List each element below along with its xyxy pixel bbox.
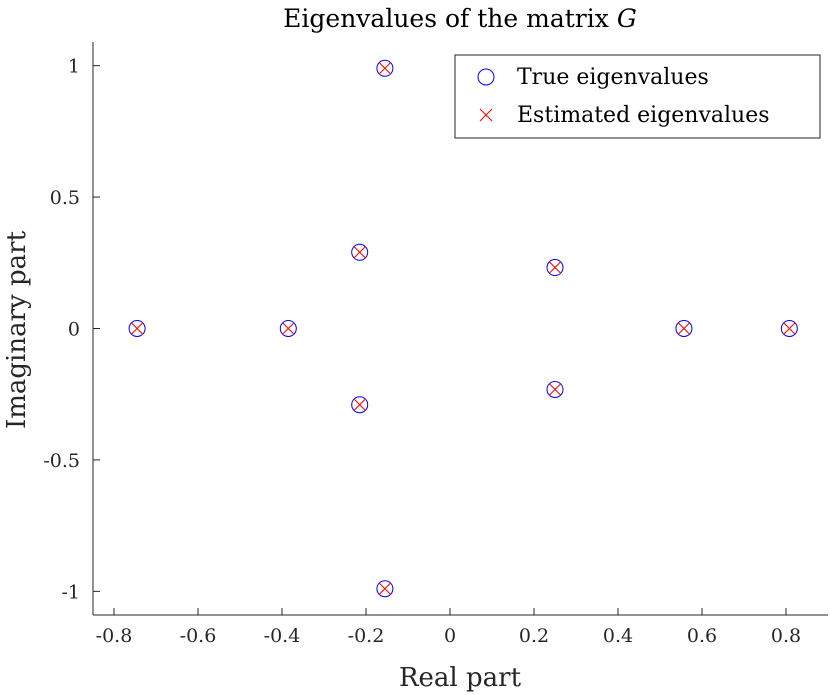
legend-label-true: True eigenvalues [517,65,709,90]
chart-title-text: Eigenvalues of the matrix [283,4,609,33]
axis-ticks: -0.8 -0.6 -0.4 -0.2 0 0.2 0.4 0.6 0.8 1 0.5 0 -0.5 -1 [43,56,801,647]
x-tick-label: -0.4 [264,625,301,647]
x-tick-label: -0.6 [180,625,217,647]
true-eigenvalue-marker [546,380,564,398]
estimated-eigenvalue-marker [548,383,562,396]
true-eigenvalue-marker [376,580,394,598]
true-eigenvalue-marker [128,320,146,337]
true-eigenvalue-marker [780,320,798,337]
y-tick-label: 0 [68,319,80,341]
legend: True eigenvalues Estimated eigenvalues [454,54,821,139]
x-tick-label: 0.6 [687,625,717,647]
x-tick-label: 0.8 [771,625,801,647]
legend-box [454,54,821,139]
estimated-eigenvalue-marker [281,322,295,335]
true-eigenvalue-marker [546,259,564,277]
y-axis-label: Imaginary part [2,230,32,429]
x-tick-label: 0 [444,625,456,647]
true-eigenvalue-marker [279,320,297,337]
true-eigenvalue-marker [351,396,369,414]
true-eigenvalue-marker [351,243,369,261]
estimated-eigenvalue-marker [677,322,691,335]
estimated-eigenvalue-marker [353,398,367,412]
x-tick-label: -0.8 [96,625,133,647]
estimated-eigenvalue-marker [783,322,796,335]
true-eigenvalue-marker [376,59,394,77]
estimated-eigenvalue-marker [130,322,144,335]
estimated-eigenvalue-marker [548,261,562,274]
legend-circle-marker [477,68,495,86]
y-tick-label: 0.5 [50,187,80,209]
chart-title: Eigenvalues of the matrix G [283,4,637,33]
y-tick-label: -1 [61,581,80,603]
y-tick-label: -0.5 [43,450,80,472]
x-tick-label: 0.4 [603,625,633,647]
x-tick-label: 0.2 [519,625,549,647]
x-axis-label: Real part [399,663,522,693]
x-tick-label: -0.2 [348,625,385,647]
estimated-eigenvalue-marker [378,61,392,75]
estimated-eigenvalue-marker [378,582,392,596]
true-eigenvalue-marker [675,320,693,337]
legend-x-marker [479,108,493,122]
y-tick-label: 1 [68,56,80,78]
legend-label-estimated: Estimated eigenvalues [517,103,770,128]
estimated-eigenvalue-marker [353,245,367,259]
chart-title-symbol: G [617,4,637,33]
data-points [128,59,798,598]
